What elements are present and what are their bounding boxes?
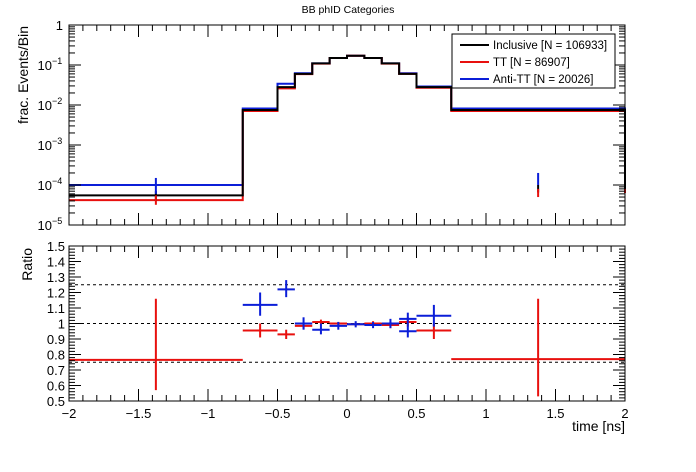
- x-tick-label-7: 1.5: [546, 406, 564, 421]
- y-tick-label-3: 10: [38, 138, 52, 153]
- ratio-axis-label: Ratio: [19, 248, 35, 281]
- x-axis-label: time [ns]: [572, 418, 625, 434]
- x-tick-label-6: 1: [482, 406, 489, 421]
- ratio-y-tick-label-0: 0.5: [47, 394, 65, 409]
- ratio-y-tick-label-5: 1: [58, 317, 65, 332]
- legend-label-inclusive: Inclusive [N = 106933]: [493, 40, 607, 52]
- ratio-y-axis: 0.50.60.70.80.911.11.21.31.41.5: [47, 239, 625, 409]
- x-axis-ticks-top: [68, 25, 626, 225]
- x-tick-label-1: −1.5: [126, 406, 152, 421]
- y-tick-exponent-4: −4: [52, 176, 62, 186]
- y-tick-label-4: 10: [38, 178, 52, 193]
- ratio-y-tick-label-9: 1.4: [47, 255, 65, 270]
- y-tick-exponent-2: −2: [52, 96, 62, 106]
- ratio-plot-area: [69, 280, 625, 397]
- ratio-y-tick-label-7: 1.2: [47, 286, 65, 301]
- y-tick-label-0: 1: [56, 18, 63, 33]
- ratio-y-tick-label-4: 0.9: [47, 332, 65, 347]
- x-tick-label-4: 0: [343, 406, 350, 421]
- y-axis-label: frac. Events/Bin: [15, 26, 31, 124]
- legend-label-anti-tt: Anti-TT [N = 20026]: [493, 74, 593, 86]
- y-tick-exponent-3: −3: [52, 136, 62, 146]
- x-axis: −2 −1.5 −1 −0.5 0 0.5 1 1.5 2: [62, 246, 629, 421]
- ratio-y-tick-label-6: 1.1: [47, 301, 65, 316]
- x-tick-label-2: −1: [201, 406, 216, 421]
- ratio-y-tick-label-1: 0.6: [47, 379, 65, 394]
- x-tick-label-3: −0.5: [265, 406, 291, 421]
- y-tick-exponent-5: −5: [52, 216, 62, 226]
- distribution-panel: BB phID Categories frac. Events/Bin 110−…: [15, 4, 626, 233]
- legend: Inclusive [N = 106933] TT [N = 86907] An…: [451, 33, 616, 89]
- y-tick-label-5: 10: [38, 218, 52, 233]
- x-tick-label-8: 2: [621, 406, 628, 421]
- y-axis: 110−110−210−310−410−5: [38, 18, 625, 233]
- chart-title: BB phID Categories: [302, 4, 395, 16]
- x-tick-label-5: 0.5: [407, 406, 425, 421]
- ratio-panel: Ratio 0.50.60.70.80.911.11.21.31.41.5 −2…: [19, 239, 629, 434]
- ratio-y-tick-label-3: 0.8: [47, 348, 65, 363]
- y-tick-label-2: 10: [38, 98, 52, 113]
- y-tick-label-1: 10: [38, 58, 52, 73]
- distribution-plot-area: [69, 54, 626, 205]
- legend-label-tt: TT [N = 86907]: [493, 57, 570, 69]
- ratio-y-tick-label-10: 1.5: [47, 239, 65, 254]
- ratio-y-tick-label-8: 1.3: [47, 270, 65, 285]
- y-tick-exponent-1: −1: [52, 56, 62, 66]
- x-tick-label-0: −2: [62, 406, 77, 421]
- series-step-inclusive: [69, 54, 626, 197]
- ratio-y-tick-label-2: 0.7: [47, 363, 65, 378]
